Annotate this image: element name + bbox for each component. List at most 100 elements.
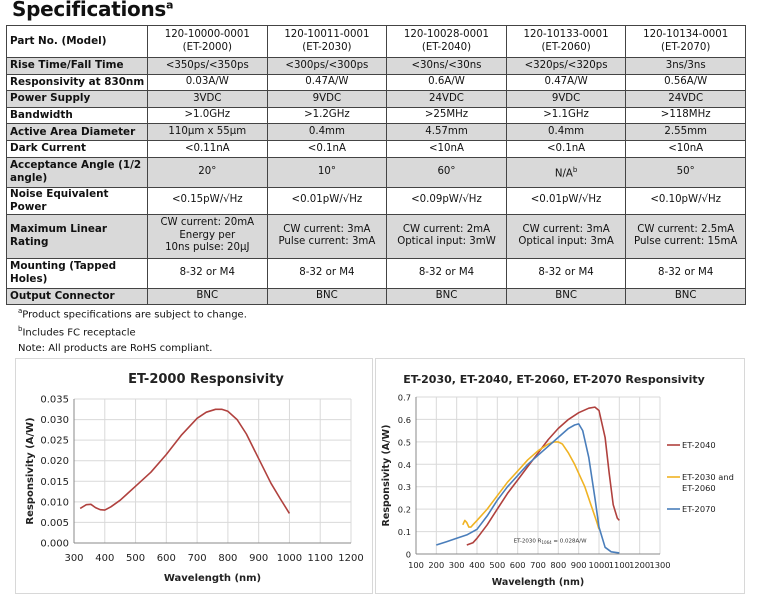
table-cell: <30ns/<30ns: [386, 57, 507, 75]
table-cell: 3ns/3ns: [625, 57, 746, 75]
table-row: Power Supply 3VDC 9VDC 24VDC 9VDC 24VDC: [6, 90, 746, 108]
cell-value: >1.1GHz: [543, 109, 589, 121]
title-text: Specifications: [12, 0, 167, 21]
cell-value: <0.01pW/√Hz: [291, 194, 363, 206]
multi-model-chart-frame: ET-2030, ET-2040, ET-2060, ET-2070 Respo…: [375, 358, 745, 594]
row-label: Maximum Linear Rating: [6, 213, 148, 259]
cell-line: Pulse current: 3mA: [278, 236, 376, 248]
model-name: (ET-2060): [541, 41, 591, 53]
y-tick-label: 0.035: [40, 395, 69, 406]
cell-value: 3VDC: [193, 92, 222, 104]
cell-value: 0.4mm: [548, 125, 585, 137]
row-label: Rise Time/Fall Time: [6, 57, 148, 75]
model-header-cell: 120-10000-0001 (ET-2000): [147, 25, 268, 58]
cell-line: 10ns pulse: 20μJ: [165, 242, 250, 254]
footnote-a: aProduct specifications are subject to c…: [18, 307, 247, 321]
table-row: Bandwidth >1.0GHz >1.2GHz >25MHz >1.1GHz >118…: [6, 106, 746, 125]
cell-value: BNC: [674, 290, 697, 302]
cell-value: BNC: [316, 290, 338, 302]
legend-label: ET-2040: [682, 440, 716, 450]
row-label: Acceptance Angle (1/2 angle): [6, 156, 148, 188]
table-cell: <10nA: [386, 139, 507, 158]
table-cell: <0.15pW/√Hz: [147, 186, 268, 215]
x-tick-label: 1100: [609, 560, 630, 570]
cell-line: Optical input: 3mA: [518, 236, 614, 248]
cell-line: CW current: 2mA: [402, 223, 491, 235]
x-tick-label: 900: [249, 553, 268, 564]
x-tick-label: 500: [126, 553, 145, 564]
table-cell: BNC: [147, 287, 268, 306]
row-label: Dark Current: [6, 139, 148, 158]
y-tick-label: 0.005: [40, 518, 69, 529]
table-cell: <0.1nA: [266, 139, 388, 158]
row-label: Power Supply: [6, 90, 148, 108]
footnote-mark: b: [572, 165, 578, 174]
cell-value: N/A: [554, 168, 573, 179]
x-axis-label: Wavelength (nm): [164, 573, 261, 584]
cell-value: <0.09pW/√Hz: [411, 194, 482, 206]
y-tick-label: 0.010: [40, 497, 69, 508]
cell-line: CW current: 3mA: [283, 223, 371, 235]
cell-value: <10nA: [429, 142, 464, 154]
table-cell: >118MHz: [625, 106, 746, 125]
table-cell: 0.47A/W: [266, 73, 388, 92]
cell-value: BNC: [555, 290, 577, 302]
cell-value: <0.11nA: [184, 142, 230, 154]
table-cell: BNC: [386, 287, 507, 306]
chart-title: ET-2000 Responsivity: [128, 372, 284, 387]
cell-value: 3ns/3ns: [665, 59, 706, 71]
table-cell: 50°: [625, 156, 746, 188]
table-cell: 9VDC: [266, 90, 388, 108]
table-cell: 0.47A/W: [505, 73, 627, 92]
cell-value: 0.56A/W: [664, 76, 708, 88]
cell-value: 9VDC: [312, 92, 342, 104]
cell-line: Energy per: [179, 229, 236, 241]
table-row: Rise Time/Fall Time <350ps/<350ps <300ps/<…: [6, 57, 746, 75]
table-cell: <10nA: [625, 139, 746, 158]
table-cell: <300ps/<300ps: [266, 57, 388, 75]
table-cell: CW current: 2.5mA Pulse current: 15mA: [625, 213, 746, 259]
cell-value: BNC: [435, 290, 458, 302]
cell-value: 24VDC: [668, 92, 704, 104]
table-cell: BNC: [505, 287, 627, 306]
x-tick-label: 400: [95, 553, 114, 564]
cell-value: 24VDC: [429, 92, 464, 104]
model-name: (ET-2030): [302, 41, 352, 53]
row-label: Output Connector: [6, 287, 148, 306]
table-cell: 110μm x 55μm: [147, 123, 268, 141]
cell-value: <0.10pW/√Hz: [650, 194, 722, 206]
cell-value: 0.03A/W: [185, 76, 229, 88]
table-cell: <0.1nA: [505, 139, 627, 158]
table-cell: <0.11nA: [147, 139, 268, 158]
table-cell: 8-32 or M4: [147, 257, 268, 289]
y-tick-label: 0.020: [40, 456, 69, 467]
y-tick-label: 0.6: [398, 415, 411, 425]
table-cell: 0.03A/W: [147, 73, 268, 92]
x-tick-label: 1200: [338, 553, 363, 564]
table-cell: 4.57mm: [386, 123, 507, 141]
table-cell: 10°: [266, 156, 388, 188]
table-cell: <320ps/<320ps: [505, 57, 627, 75]
table-cell: 0.4mm: [266, 123, 388, 141]
x-tick-label: 700: [188, 553, 207, 564]
y-tick-label: 0.015: [40, 477, 69, 488]
cell-value: >25MHz: [424, 109, 469, 121]
model-header-cell: 120-10028-0001 (ET-2040): [386, 25, 507, 58]
part-number: 120-10000-0001: [164, 29, 250, 40]
table-cell: 3VDC: [147, 90, 268, 108]
part-number: 120-10134-0001: [643, 29, 729, 40]
cell-value: 8-32 or M4: [658, 266, 714, 278]
table-cell: BNC: [266, 287, 388, 306]
table-cell: 8-32 or M4: [625, 257, 746, 289]
x-tick-label: 800: [218, 553, 237, 564]
table-cell: >1.2GHz: [266, 106, 388, 125]
part-number: 120-10133-0001: [523, 29, 609, 40]
table-cell: 24VDC: [386, 90, 507, 108]
table-cell: BNC: [625, 287, 746, 306]
x-tick-label: 500: [489, 560, 505, 570]
footnote-b: bIncludes FC receptacle: [18, 325, 136, 339]
x-tick-label: 100: [408, 560, 424, 570]
table-row: Noise Equivalent Power <0.15pW/√Hz <0.01pW…: [6, 186, 746, 215]
cell-line: Optical input: 3mW: [397, 236, 496, 248]
model-header-cell: 120-10011-0001 (ET-2030): [266, 25, 388, 58]
